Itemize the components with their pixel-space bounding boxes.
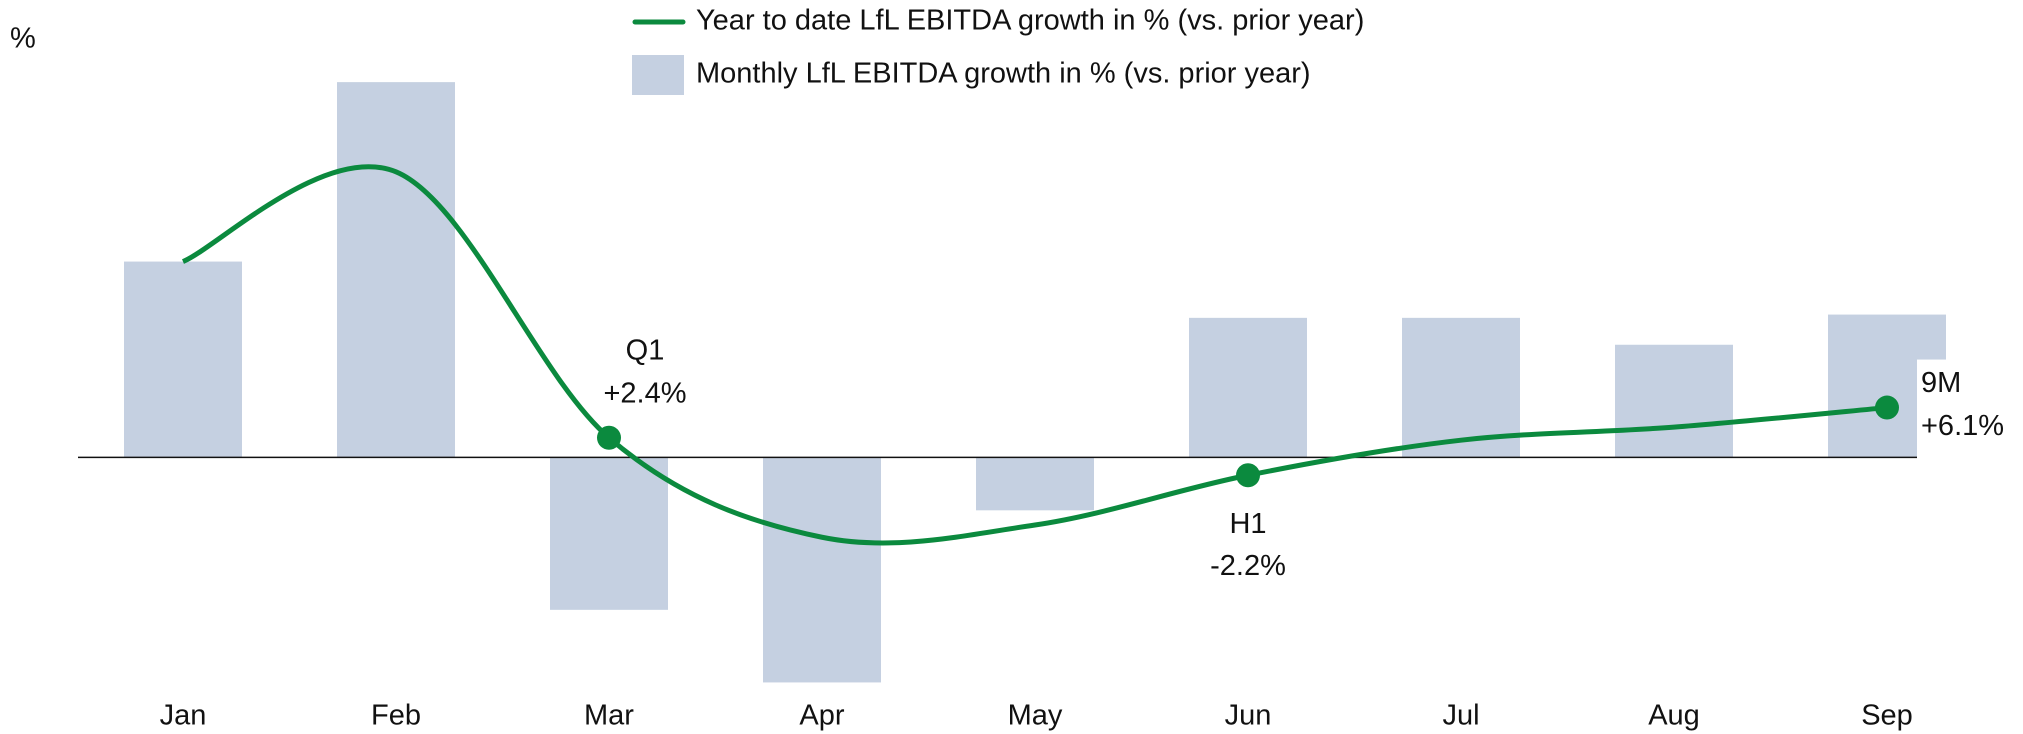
x-tick-label: Jan — [160, 700, 207, 732]
value-label: +2.4% — [603, 377, 686, 409]
point — [1875, 395, 1899, 420]
bar — [763, 457, 881, 683]
bar — [337, 82, 455, 458]
x-tick-label: Sep — [1861, 700, 1913, 732]
y-axis-label: % — [10, 23, 36, 55]
value-label: +6.1% — [1921, 410, 2004, 442]
point — [1236, 463, 1260, 488]
point-label: H1 — [1229, 508, 1266, 540]
point-label: 9M — [1921, 367, 1961, 399]
legend-swatch — [632, 55, 684, 95]
label-bg — [1917, 359, 2017, 460]
x-tick-label: May — [1008, 700, 1063, 732]
bar — [976, 457, 1094, 511]
bar — [550, 457, 668, 610]
point-label: Q1 — [626, 334, 665, 366]
bar — [1615, 344, 1733, 458]
bar — [1189, 317, 1307, 458]
x-tick-label: Apr — [799, 700, 844, 732]
line — [181, 164, 1888, 546]
value-label: -2.2% — [1210, 550, 1286, 582]
x-tick-label: Jul — [1442, 700, 1479, 732]
x-tick-label: Mar — [584, 700, 634, 732]
legend-label: Year to date LfL EBITDA growth in % (vs.… — [696, 5, 1364, 37]
bar — [1402, 317, 1520, 458]
x-tick-label: Aug — [1648, 700, 1700, 732]
x-tick-label: Feb — [371, 700, 421, 732]
legend-label: Monthly LfL EBITDA growth in % (vs. prio… — [696, 58, 1311, 90]
bar — [124, 261, 242, 458]
x-tick-label: Jun — [1225, 700, 1272, 732]
point — [597, 425, 621, 450]
